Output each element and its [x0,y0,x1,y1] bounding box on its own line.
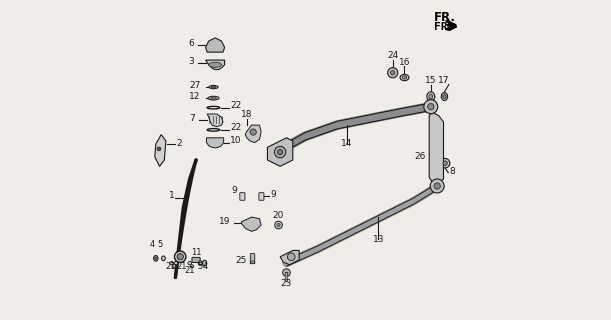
Text: 8: 8 [450,167,456,176]
Ellipse shape [174,261,178,265]
Circle shape [275,221,282,229]
Polygon shape [207,138,224,148]
Text: 26: 26 [414,152,425,161]
Text: 19: 19 [219,217,230,226]
Polygon shape [268,138,293,166]
Ellipse shape [429,94,433,99]
Polygon shape [205,38,225,52]
Text: 17: 17 [438,76,450,85]
Ellipse shape [251,261,255,263]
Ellipse shape [188,261,192,265]
Text: 25: 25 [236,256,247,265]
Text: 16: 16 [399,58,410,67]
Ellipse shape [402,76,407,79]
Polygon shape [205,60,225,69]
Ellipse shape [443,95,446,99]
FancyBboxPatch shape [192,257,200,262]
Text: 21: 21 [176,262,186,271]
Text: 14: 14 [341,139,353,148]
Text: 1: 1 [169,191,175,200]
FancyBboxPatch shape [240,193,245,200]
Circle shape [424,100,438,114]
Ellipse shape [208,96,219,100]
Circle shape [287,253,295,260]
Ellipse shape [211,97,216,99]
Text: 6: 6 [188,39,194,48]
Circle shape [428,104,434,110]
Ellipse shape [170,261,174,265]
Circle shape [441,158,450,168]
Polygon shape [429,112,444,182]
Ellipse shape [155,257,157,260]
Text: 23: 23 [281,279,292,288]
Circle shape [274,146,286,158]
Circle shape [211,85,216,89]
Polygon shape [245,125,261,142]
Ellipse shape [202,260,207,266]
Text: 5: 5 [158,240,163,249]
Text: 2: 2 [177,139,182,148]
Circle shape [157,147,161,151]
Text: 27: 27 [189,81,201,90]
FancyBboxPatch shape [259,193,264,200]
Text: 22: 22 [230,101,241,110]
Text: 21: 21 [185,266,195,275]
Circle shape [177,253,183,260]
Ellipse shape [172,265,176,268]
Ellipse shape [190,265,194,268]
Circle shape [277,223,280,227]
Ellipse shape [199,261,202,266]
Text: 21: 21 [166,262,176,271]
Ellipse shape [209,85,218,89]
Text: 3: 3 [188,57,194,66]
Ellipse shape [153,255,158,261]
Circle shape [277,149,283,155]
Text: 11: 11 [191,248,201,257]
Text: 9: 9 [270,190,276,199]
Ellipse shape [400,74,409,81]
Ellipse shape [209,62,221,68]
Text: 4: 4 [149,240,155,249]
Polygon shape [155,135,166,166]
Circle shape [250,129,257,135]
Circle shape [430,179,444,193]
Polygon shape [280,251,299,265]
Text: 12: 12 [189,92,201,101]
Text: 24: 24 [387,52,398,60]
Text: 20: 20 [273,211,284,220]
FancyBboxPatch shape [251,253,255,264]
FancyBboxPatch shape [434,152,438,164]
Text: 4: 4 [203,262,208,271]
Circle shape [434,183,441,189]
Circle shape [175,251,186,262]
Circle shape [387,68,398,78]
Polygon shape [207,114,223,127]
Text: 10: 10 [230,136,242,145]
Circle shape [283,269,290,276]
Text: 5: 5 [197,262,203,271]
Text: 15: 15 [425,76,436,85]
Text: 7: 7 [189,114,194,123]
Text: 18: 18 [241,110,252,119]
Ellipse shape [427,92,435,101]
Text: 9: 9 [232,186,237,195]
Circle shape [390,70,395,75]
Text: 22: 22 [230,124,241,132]
Text: FR.: FR. [434,22,454,32]
Ellipse shape [441,92,448,100]
Text: FR.: FR. [434,11,456,24]
Ellipse shape [161,256,166,261]
FancyBboxPatch shape [285,272,288,282]
Circle shape [443,161,447,165]
Polygon shape [241,217,261,231]
Text: 13: 13 [373,235,384,244]
